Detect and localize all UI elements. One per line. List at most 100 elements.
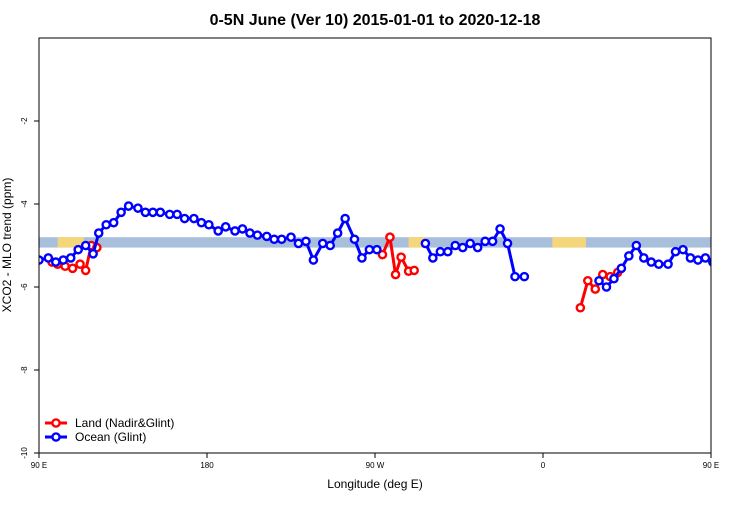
x-tick-label: 90 W <box>366 461 385 470</box>
land-point <box>390 269 401 280</box>
ocean-point <box>65 253 76 263</box>
ocean-point <box>340 213 350 224</box>
ocean-point <box>420 238 431 249</box>
ocean-point <box>237 224 248 234</box>
reference-band-land-0 <box>57 237 84 248</box>
ocean-point <box>276 234 287 245</box>
ocean-point <box>172 209 182 220</box>
ocean-point <box>148 207 158 218</box>
ocean-point <box>693 255 703 265</box>
ocean-point <box>480 236 490 247</box>
ocean-point <box>43 253 54 263</box>
reference-band-land-2 <box>552 237 586 248</box>
ocean-point <box>349 234 360 245</box>
ocean-point <box>639 253 649 263</box>
ocean-point <box>465 238 476 249</box>
legend-swatch-marker <box>51 418 61 428</box>
ocean-point <box>717 256 724 263</box>
ocean-point <box>51 257 61 267</box>
land-point <box>590 284 601 294</box>
ocean-point <box>457 242 468 253</box>
ocean-point <box>732 241 739 248</box>
x-tick-label: 90 E <box>31 461 47 470</box>
ocean-point <box>724 254 731 261</box>
ocean-point <box>155 207 166 218</box>
land-point <box>385 232 395 242</box>
ocean-point <box>286 232 296 242</box>
ocean-point <box>450 240 461 251</box>
ocean-point <box>435 246 446 257</box>
ocean-point <box>502 238 513 249</box>
legend-label: Ocean (Glint) <box>75 430 146 444</box>
ocean-point <box>487 236 498 247</box>
ocean-point <box>428 253 438 263</box>
ocean-point <box>663 259 673 269</box>
y-tick-label: -2 <box>20 117 29 125</box>
ocean-point <box>179 213 190 224</box>
y-tick-label: -4 <box>20 200 29 208</box>
ocean-point <box>108 217 119 228</box>
ocean-point <box>616 263 627 274</box>
ocean-point <box>357 253 367 263</box>
ocean-point <box>261 231 272 242</box>
x-tick-label: 180 <box>200 461 214 470</box>
ocean-point <box>594 275 604 286</box>
x-axis-label: Longitude (deg E) <box>327 477 422 491</box>
x-tick-label: 90 E <box>703 461 719 470</box>
land-point <box>75 259 85 269</box>
ocean-point <box>252 230 263 240</box>
ocean-point <box>624 251 634 261</box>
plot-area: 90 E 180 90 W 0 90 E -2 -4 -6 -8 -10 Land (Nadir&G… <box>20 37 750 470</box>
land-point <box>409 265 420 276</box>
legend: Land (Nadir&Glint)Ocean (Glint) <box>45 416 174 444</box>
ocean-point <box>133 203 143 213</box>
ocean-point <box>519 271 530 282</box>
ocean-point <box>80 240 91 251</box>
ocean-point <box>670 246 681 257</box>
reference-band-land-1 <box>408 237 428 248</box>
legend-swatch-marker <box>51 432 61 442</box>
y-axis-label: XCO2 - MLO trend (ppm) <box>0 178 14 313</box>
ocean-point <box>230 226 240 236</box>
x-tick-label: 0 <box>541 461 546 470</box>
ocean-point <box>332 228 343 238</box>
land-point <box>67 263 78 274</box>
y-tick-label: -6 <box>20 283 29 291</box>
ocean-point <box>293 238 304 249</box>
ocean-point <box>123 201 134 211</box>
ocean-point <box>631 240 642 251</box>
ocean-point <box>116 207 126 218</box>
ocean-point <box>372 244 382 255</box>
plot-inner <box>39 201 750 313</box>
ocean-point <box>317 238 328 249</box>
ocean-point <box>653 259 664 269</box>
ocean-point <box>73 244 83 255</box>
ocean-point <box>196 217 207 228</box>
ocean-point <box>472 242 483 253</box>
ocean-point <box>269 234 280 245</box>
ocean-point <box>101 219 111 230</box>
ocean-point <box>364 244 375 255</box>
ocean-point <box>301 236 311 247</box>
ocean-point <box>747 229 750 236</box>
ocean-point <box>708 257 711 267</box>
ocean-point <box>442 246 453 257</box>
ocean-point <box>325 240 336 251</box>
ocean-point <box>495 224 505 234</box>
land-point <box>396 252 406 262</box>
chart-title: 0-5N June (Ver 10) 2015-01-01 to 2020-12… <box>210 12 541 29</box>
ocean-point <box>93 228 104 238</box>
ocean-point <box>58 255 69 265</box>
ocean-point <box>204 219 214 230</box>
ocean-point <box>646 257 657 267</box>
legend-label: Land (Nadir&Glint) <box>75 416 174 430</box>
land-point <box>377 249 388 260</box>
ocean-point <box>220 222 231 232</box>
reference-band <box>39 237 711 248</box>
land-point <box>80 265 91 276</box>
land-point <box>583 275 593 286</box>
ocean-point <box>601 282 612 292</box>
ocean-point <box>189 213 199 224</box>
